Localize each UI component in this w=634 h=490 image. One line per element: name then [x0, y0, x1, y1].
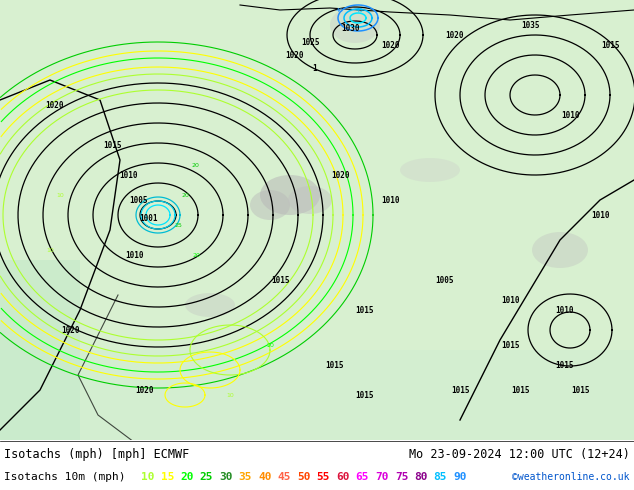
Text: 1015: 1015 [103, 141, 121, 149]
Text: Isotachs 10m (mph): Isotachs 10m (mph) [4, 472, 126, 482]
Text: 1015: 1015 [511, 386, 529, 394]
Text: 1010: 1010 [560, 111, 579, 120]
Text: 1010: 1010 [556, 305, 574, 315]
Text: 1015: 1015 [356, 305, 374, 315]
Text: 20: 20 [192, 252, 200, 258]
Text: 1010: 1010 [591, 211, 609, 220]
Bar [0, 260, 80, 440]
Text: 15: 15 [161, 472, 174, 482]
Text: 1015: 1015 [271, 275, 289, 285]
Text: 10: 10 [141, 472, 155, 482]
Text: 1015: 1015 [601, 41, 619, 49]
Ellipse shape [400, 158, 460, 182]
Bar [0, 350, 634, 440]
Ellipse shape [288, 186, 332, 214]
Ellipse shape [330, 7, 380, 43]
Text: 1010: 1010 [381, 196, 399, 204]
Text: 75: 75 [395, 472, 408, 482]
Text: 80: 80 [414, 472, 428, 482]
Text: 1020: 1020 [46, 100, 64, 109]
Text: 25: 25 [200, 472, 213, 482]
Ellipse shape [532, 232, 588, 268]
Text: 1020: 1020 [446, 30, 464, 40]
Text: 1015: 1015 [571, 386, 589, 394]
Text: 1035: 1035 [521, 21, 540, 29]
Text: 55: 55 [317, 472, 330, 482]
Text: 1020: 1020 [286, 50, 304, 59]
Text: 1: 1 [313, 64, 317, 73]
Text: 30: 30 [219, 472, 233, 482]
Text: 10: 10 [46, 247, 54, 252]
Text: 35: 35 [239, 472, 252, 482]
Text: Isotachs (mph) [mph] ECMWF: Isotachs (mph) [mph] ECMWF [4, 447, 190, 461]
Text: 10: 10 [226, 392, 234, 397]
Ellipse shape [250, 190, 290, 220]
Text: 40: 40 [258, 472, 272, 482]
Text: 10: 10 [56, 193, 64, 197]
Text: 1015: 1015 [556, 361, 574, 369]
Text: Mo 23-09-2024 12:00 UTC (12+24): Mo 23-09-2024 12:00 UTC (12+24) [409, 447, 630, 461]
Ellipse shape [185, 293, 235, 317]
Text: 1020: 1020 [61, 325, 79, 335]
Text: 1020: 1020 [331, 171, 349, 179]
Text: 1005: 1005 [436, 275, 454, 285]
Text: 1015: 1015 [356, 391, 374, 399]
Text: 1030: 1030 [340, 24, 359, 32]
Text: 1010: 1010 [501, 295, 519, 304]
Text: 20: 20 [181, 193, 189, 197]
Text: 65: 65 [356, 472, 369, 482]
Text: 50: 50 [297, 472, 311, 482]
Text: 1010: 1010 [126, 250, 145, 260]
Text: 20: 20 [191, 163, 199, 168]
Text: 45: 45 [278, 472, 291, 482]
Text: 20: 20 [180, 472, 194, 482]
Text: 70: 70 [375, 472, 389, 482]
Text: 25: 25 [174, 222, 182, 227]
Text: 60: 60 [336, 472, 350, 482]
Text: ©weatheronline.co.uk: ©weatheronline.co.uk [512, 472, 630, 482]
Text: 20: 20 [266, 343, 274, 347]
Text: 1015: 1015 [451, 386, 469, 394]
Text: 1020: 1020 [381, 41, 399, 49]
Text: 1015: 1015 [501, 341, 519, 349]
Text: 90: 90 [453, 472, 467, 482]
Text: 1020: 1020 [136, 386, 154, 394]
Text: 1001: 1001 [139, 214, 157, 222]
Text: 85: 85 [434, 472, 447, 482]
Text: 45: 45 [356, 7, 364, 13]
Text: 1025: 1025 [301, 38, 320, 47]
Text: 40: 40 [336, 7, 344, 13]
Text: 1005: 1005 [129, 196, 147, 204]
Text: 1010: 1010 [119, 171, 137, 179]
Ellipse shape [260, 175, 320, 215]
Text: 1015: 1015 [326, 361, 344, 369]
